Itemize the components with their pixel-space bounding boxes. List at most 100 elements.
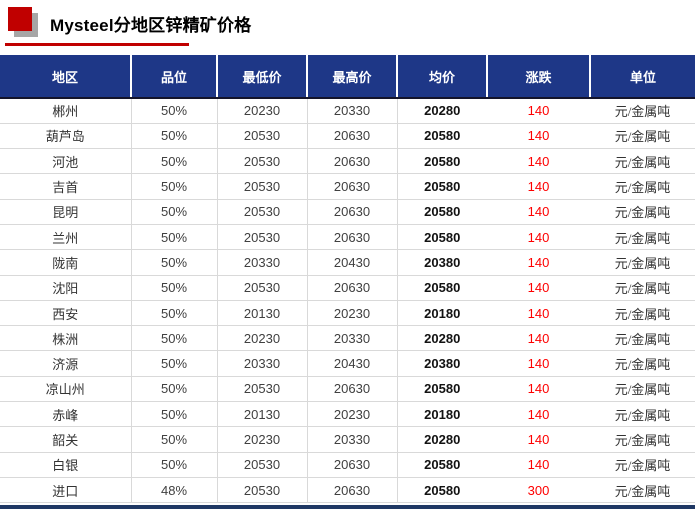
cell-max-price: 20630	[307, 477, 398, 504]
cell-unit: 元/金属吨	[590, 98, 695, 124]
cell-max-price: 20330	[307, 325, 398, 352]
cell-unit: 元/金属吨	[590, 376, 695, 403]
table-row: 赤峰 50% 20130 20230 20180 140 元/金属吨	[0, 401, 695, 428]
cell-avg-price: 20580	[397, 477, 487, 504]
cell-grade: 50%	[131, 98, 218, 124]
cell-min-price: 20530	[217, 148, 308, 175]
column-header-region: 地区	[0, 55, 132, 99]
cell-change: 140	[487, 350, 590, 377]
cell-min-price: 20230	[217, 325, 308, 352]
cell-change: 140	[487, 249, 590, 276]
cell-max-price: 20630	[307, 123, 398, 150]
cell-change: 140	[487, 300, 590, 327]
cell-grade: 50%	[131, 275, 218, 301]
cell-region: 河池	[0, 148, 132, 175]
cell-avg-price: 20280	[397, 98, 487, 124]
cell-unit: 元/金属吨	[590, 123, 695, 150]
cell-region: 白银	[0, 452, 132, 478]
cell-change: 140	[487, 275, 590, 301]
cell-unit: 元/金属吨	[590, 148, 695, 175]
column-header-max-price: 最高价	[307, 55, 398, 99]
cell-grade: 50%	[131, 401, 218, 428]
cell-change: 140	[487, 426, 590, 453]
cell-change: 300	[487, 477, 590, 504]
cell-region: 兰州	[0, 224, 132, 251]
table-row: 沈阳 50% 20530 20630 20580 140 元/金属吨	[0, 275, 695, 301]
cell-max-price: 20230	[307, 300, 398, 327]
cell-max-price: 20630	[307, 275, 398, 301]
cell-change: 140	[487, 199, 590, 225]
cell-min-price: 20530	[217, 123, 308, 150]
cell-unit: 元/金属吨	[590, 477, 695, 504]
header-row: 地区 品位 最低价 最高价 均价 涨跌 单位	[0, 55, 695, 99]
cell-grade: 50%	[131, 249, 218, 276]
cell-avg-price: 20580	[397, 376, 487, 403]
cell-avg-price: 20580	[397, 173, 487, 200]
table-row: 西安 50% 20130 20230 20180 140 元/金属吨	[0, 300, 695, 327]
cell-grade: 50%	[131, 148, 218, 175]
cell-change: 140	[487, 148, 590, 175]
table-body: 郴州 50% 20230 20330 20280 140 元/金属吨 葫芦岛 50% 20530 2…	[0, 98, 695, 504]
cell-grade: 50%	[131, 199, 218, 225]
column-header-unit: 单位	[590, 55, 695, 99]
cell-region: 进口	[0, 477, 132, 504]
cell-unit: 元/金属吨	[590, 199, 695, 225]
cell-min-price: 20530	[217, 376, 308, 403]
cell-avg-price: 20180	[397, 401, 487, 428]
cell-min-price: 20130	[217, 300, 308, 327]
bottom-bar	[0, 505, 695, 509]
table-row: 郴州 50% 20230 20330 20280 140 元/金属吨	[0, 98, 695, 124]
cell-grade: 50%	[131, 123, 218, 150]
cell-change: 140	[487, 173, 590, 200]
cell-region: 济源	[0, 350, 132, 377]
cell-unit: 元/金属吨	[590, 300, 695, 327]
cell-region: 昆明	[0, 199, 132, 225]
table-row: 韶关 50% 20230 20330 20280 140 元/金属吨	[0, 426, 695, 453]
table-row: 河池 50% 20530 20630 20580 140 元/金属吨	[0, 148, 695, 175]
column-header-avg-price: 均价	[397, 55, 488, 99]
cell-region: 吉首	[0, 173, 132, 200]
column-header-grade: 品位	[131, 55, 218, 99]
cell-grade: 50%	[131, 350, 218, 377]
title-underline	[5, 43, 189, 46]
mysteel-logo-icon	[8, 7, 40, 39]
cell-grade: 50%	[131, 452, 218, 478]
cell-avg-price: 20280	[397, 426, 487, 453]
cell-change: 140	[487, 452, 590, 478]
cell-avg-price: 20380	[397, 350, 487, 377]
column-header-change: 涨跌	[487, 55, 591, 99]
table-row: 昆明 50% 20530 20630 20580 140 元/金属吨	[0, 199, 695, 225]
cell-min-price: 20530	[217, 452, 308, 478]
cell-change: 140	[487, 376, 590, 403]
cell-avg-price: 20180	[397, 300, 487, 327]
cell-avg-price: 20580	[397, 452, 487, 478]
cell-avg-price: 20280	[397, 325, 487, 352]
cell-region: 韶关	[0, 426, 132, 453]
cell-change: 140	[487, 325, 590, 352]
table-row: 陇南 50% 20330 20430 20380 140 元/金属吨	[0, 249, 695, 276]
cell-region: 郴州	[0, 98, 132, 124]
logo-red-square	[8, 7, 32, 31]
table-row: 葫芦岛 50% 20530 20630 20580 140 元/金属吨	[0, 123, 695, 150]
cell-max-price: 20430	[307, 249, 398, 276]
cell-min-price: 20530	[217, 173, 308, 200]
cell-max-price: 20630	[307, 148, 398, 175]
table-row: 株洲 50% 20230 20330 20280 140 元/金属吨	[0, 325, 695, 352]
table-row: 进口 48% 20530 20630 20580 300 元/金属吨	[0, 477, 695, 504]
table-row: 济源 50% 20330 20430 20380 140 元/金属吨	[0, 350, 695, 377]
cell-unit: 元/金属吨	[590, 275, 695, 301]
cell-region: 株洲	[0, 325, 132, 352]
cell-max-price: 20330	[307, 426, 398, 453]
cell-unit: 元/金属吨	[590, 426, 695, 453]
cell-avg-price: 20580	[397, 275, 487, 301]
cell-change: 140	[487, 224, 590, 251]
cell-change: 140	[487, 123, 590, 150]
cell-max-price: 20630	[307, 452, 398, 478]
cell-min-price: 20330	[217, 249, 308, 276]
cell-max-price: 20630	[307, 199, 398, 225]
cell-unit: 元/金属吨	[590, 173, 695, 200]
table-row: 白银 50% 20530 20630 20580 140 元/金属吨	[0, 452, 695, 478]
cell-grade: 50%	[131, 325, 218, 352]
cell-change: 140	[487, 98, 590, 124]
cell-max-price: 20230	[307, 401, 398, 428]
